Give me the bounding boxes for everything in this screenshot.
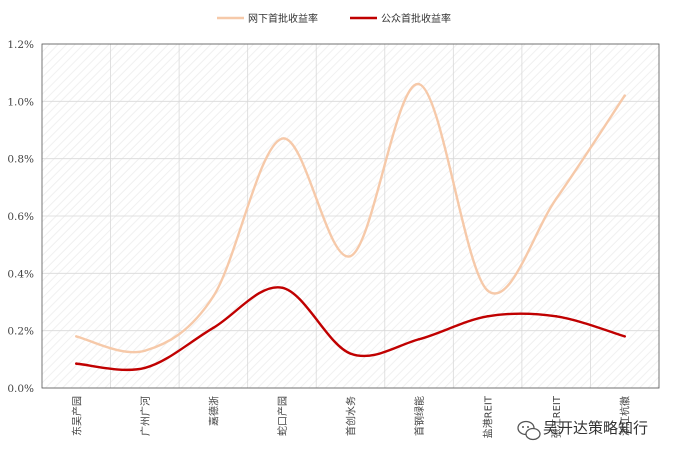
data-point: [417, 338, 421, 341]
series-line-1: [75, 82, 626, 354]
y-tick-label: 0.8%: [7, 154, 34, 166]
x-category-label: 浙江杭徽: [619, 396, 632, 436]
watermark: 吴开达策略知行: [517, 419, 648, 441]
x-category-label: 首钢绿能: [413, 396, 426, 436]
plot-frame: [41, 43, 660, 389]
y-tick-label: 1.2%: [7, 39, 34, 51]
watermark-text: 吴开达策略知行: [543, 419, 648, 437]
data-point: [486, 289, 489, 292]
legend-item-1[interactable]: 网下首批收益率: [217, 12, 318, 25]
y-tick-label: 1.0%: [7, 96, 34, 108]
y-axis: 0.0% 0.2% 0.4% 0.6% 0.8% 1.0% 1.2%: [7, 39, 34, 395]
y-tick-label: 0.4%: [7, 268, 34, 280]
data-point: [280, 137, 284, 140]
series-line-2: [75, 286, 626, 372]
x-category-label: 蛇口产园: [276, 396, 289, 436]
data-point: [417, 82, 421, 86]
x-category-label: 广州广河: [140, 396, 152, 436]
legend-label-1: 网下首批收益率: [248, 12, 318, 25]
data-point: [349, 254, 352, 258]
data-point: [486, 315, 489, 318]
x-axis: 东吴产园 广州广河 嘉德浙 蛇口产园 首创水务 首钢绿能 盐港REIT 张江REIT 浙江杭徽: [70, 395, 631, 438]
gridlines: [42, 43, 659, 389]
wechat-icon: [517, 420, 541, 441]
data-point: [75, 362, 78, 365]
data-point: [212, 326, 215, 329]
x-category-label: 张江REIT: [551, 395, 563, 438]
y-tick-label: 0.2%: [7, 326, 34, 338]
y-tick-label: 0.6%: [7, 211, 34, 223]
data-point: [349, 352, 352, 355]
data-point: [75, 335, 78, 338]
data-point: [554, 315, 558, 318]
data-point: [623, 94, 626, 97]
data-point: [623, 335, 626, 338]
x-category-label: 东吴产园: [70, 396, 83, 436]
data-point: [143, 349, 147, 352]
y-tick-label: 0.0%: [7, 383, 34, 395]
legend-item-2[interactable]: 公众首批收益率: [350, 12, 451, 25]
data-point: [280, 286, 284, 289]
data-point: [212, 295, 215, 298]
x-category-label: 嘉德浙: [207, 396, 220, 426]
data-point: [143, 366, 147, 370]
x-category-label: 盐港REIT: [482, 395, 495, 438]
legend-label-2: 公众首批收益率: [381, 12, 451, 25]
legend: 网下首批收益率 公众首批收益率: [217, 12, 451, 25]
x-category-label: 首创水务: [345, 396, 358, 436]
data-point: [554, 197, 558, 200]
series-lines: [75, 82, 626, 372]
